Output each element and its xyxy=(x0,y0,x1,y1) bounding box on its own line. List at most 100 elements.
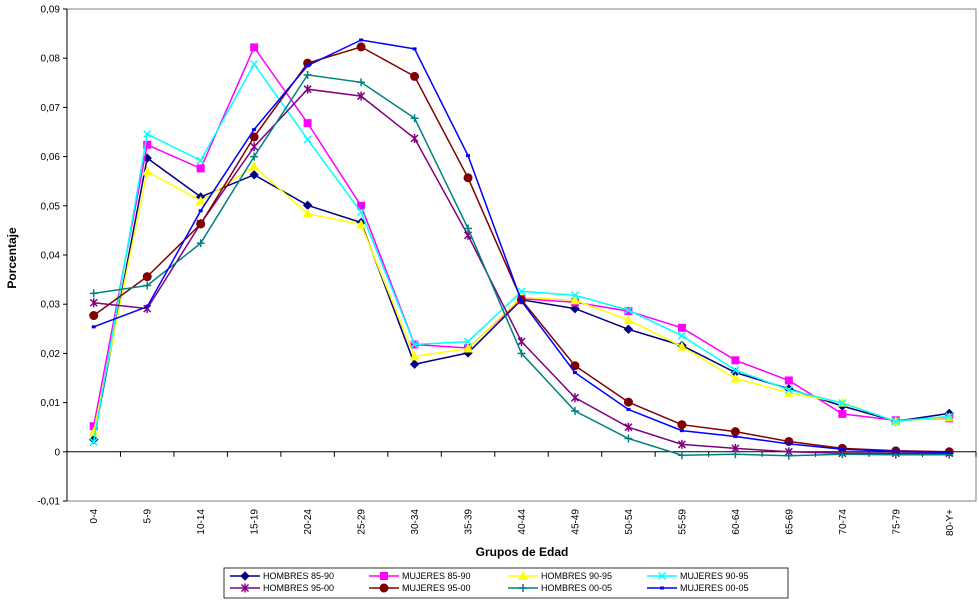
data-point xyxy=(570,361,580,371)
data-point xyxy=(410,133,419,143)
data-point xyxy=(249,132,259,142)
series-line xyxy=(92,62,950,443)
data-point xyxy=(249,170,259,180)
legend-entry: MUJERES 95-00 xyxy=(369,583,471,593)
y-tick-label: 0,01 xyxy=(41,398,61,409)
x-tick-label: 65-69 xyxy=(784,509,795,535)
data-point xyxy=(357,208,366,217)
x-tick-label: 0-4 xyxy=(89,509,100,524)
legend-label: HOMBRES 90-95 xyxy=(541,571,612,581)
data-point xyxy=(730,427,740,437)
x-tick-label: 50-54 xyxy=(624,509,635,535)
series-line xyxy=(93,39,950,454)
data-point xyxy=(463,343,473,353)
data-point xyxy=(305,64,310,68)
x-tick-label: 75-79 xyxy=(891,509,902,535)
data-point xyxy=(410,71,420,81)
legend-entry: HOMBRES 85-90 xyxy=(230,571,334,581)
legend-label: MUJERES 95-00 xyxy=(402,583,471,593)
data-point xyxy=(893,449,898,453)
data-point xyxy=(357,91,366,101)
data-point xyxy=(359,38,364,42)
y-tick-label: 0,02 xyxy=(41,349,61,360)
data-point xyxy=(196,156,205,165)
y-axis-title: Porcentaje xyxy=(5,227,19,289)
y-tick-label: -0,01 xyxy=(37,497,60,508)
data-point xyxy=(466,154,471,158)
series-5 xyxy=(89,42,954,457)
series-line xyxy=(93,46,950,453)
data-point xyxy=(838,450,847,459)
legend-marker xyxy=(660,586,664,590)
x-tick-label: 30-34 xyxy=(410,509,421,535)
y-tick-label: 0 xyxy=(54,447,60,458)
data-point xyxy=(357,78,366,87)
data-point xyxy=(624,422,633,432)
data-point xyxy=(412,47,417,51)
y-tick-label: 0,07 xyxy=(41,103,61,114)
legend-entry: HOMBRES 00-05 xyxy=(508,583,612,593)
data-point xyxy=(838,409,847,418)
plot-area: -0,01 0 0,01 0,02 0,03 0,04 0,05 0,06 0,07 0,08 0,… xyxy=(37,5,977,536)
series-line xyxy=(92,45,950,427)
legend-entry: MUJERES 00-05 xyxy=(647,583,749,593)
data-point xyxy=(356,219,366,229)
legend: HOMBRES 85-90 MUJERES 85-90 HOMBRES 90-95 M… xyxy=(223,567,789,599)
data-point xyxy=(303,84,312,94)
series-6 xyxy=(89,70,954,460)
y-tick-label: 0,05 xyxy=(41,201,61,212)
data-point xyxy=(677,439,686,449)
data-point xyxy=(195,195,206,205)
data-point xyxy=(677,341,687,351)
data-point xyxy=(356,42,366,52)
data-point xyxy=(252,128,257,132)
data-point xyxy=(731,366,740,375)
data-point xyxy=(410,340,419,349)
data-point xyxy=(463,173,473,183)
data-point xyxy=(784,451,793,460)
legend-marker xyxy=(380,572,388,580)
data-point xyxy=(409,359,420,369)
legend-marker xyxy=(379,583,389,593)
legend-marker xyxy=(518,570,528,580)
data-point xyxy=(409,351,420,361)
x-tick-label: 80-Y+ xyxy=(945,509,956,536)
data-point xyxy=(624,434,633,443)
data-point xyxy=(517,349,526,358)
data-point xyxy=(786,442,791,446)
data-point xyxy=(838,399,847,408)
legend-marker xyxy=(657,571,667,581)
x-tick-label: 70-74 xyxy=(838,509,849,535)
legend-label: HOMBRES 00-05 xyxy=(541,583,612,593)
data-point xyxy=(89,437,98,446)
legend-label: HOMBRES 95-00 xyxy=(263,583,334,593)
data-point xyxy=(410,114,419,123)
data-point xyxy=(249,161,259,171)
data-point xyxy=(570,393,580,403)
data-point xyxy=(302,200,313,211)
data-point xyxy=(464,224,473,233)
x-tick-label: 60-64 xyxy=(731,509,742,535)
data-point xyxy=(945,412,954,421)
data-point xyxy=(142,272,152,282)
data-point xyxy=(250,60,259,69)
data-point xyxy=(731,356,740,365)
x-tick-label: 55-59 xyxy=(677,509,688,535)
data-point xyxy=(517,337,526,347)
data-point xyxy=(679,429,684,433)
data-point xyxy=(303,70,312,79)
data-point xyxy=(196,219,206,229)
data-point xyxy=(626,407,631,411)
legend-label: HOMBRES 85-90 xyxy=(263,571,334,581)
data-point xyxy=(250,43,259,52)
data-point xyxy=(677,420,687,430)
data-point xyxy=(891,417,900,426)
data-point xyxy=(677,331,686,340)
plot-border xyxy=(66,8,977,502)
x-axis-title: Grupos de Edad xyxy=(476,545,569,559)
data-point xyxy=(677,451,686,460)
data-point xyxy=(89,289,98,298)
data-point xyxy=(89,311,99,321)
data-point xyxy=(143,129,152,138)
